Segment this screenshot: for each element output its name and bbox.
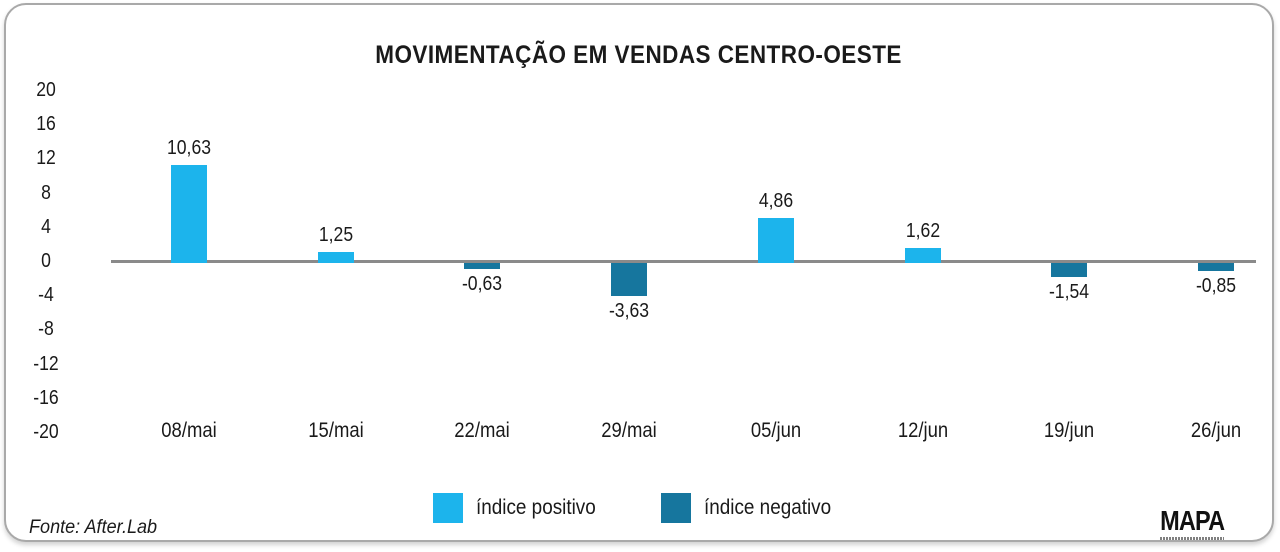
value-label: 10,63	[166, 137, 212, 160]
x-tick-label: 15/mai	[307, 419, 364, 442]
legend: índice positivo índice negativo	[6, 493, 1272, 523]
chart-title-text: MOVIMENTAÇÃO EM VENDAS CENTRO-OESTE	[375, 41, 903, 69]
legend-item-negative: índice negativo	[660, 493, 845, 523]
y-tick-label: 16	[36, 113, 56, 136]
legend-item-positive: índice positivo	[432, 493, 609, 523]
y-tick-label: -8	[38, 318, 54, 341]
x-tick-label: 12/jun	[897, 419, 948, 442]
x-tick-label: 22/mai	[454, 419, 511, 442]
plot-area: 20 16 12 8 4 0 -4 -8 -12 -16 -20 10,63 1,25 -0,63 -3,…	[6, 5, 1280, 465]
brand-name: MAPA	[1159, 505, 1225, 536]
legend-label: índice positivo	[475, 496, 596, 519]
chart-card: MOVIMENTAÇÃO EM VENDAS CENTRO-OESTE 20 16…	[4, 3, 1274, 542]
bar-15/mai	[317, 251, 354, 263]
source-note: Fonte: After.Lab	[29, 517, 158, 538]
x-tick-label: 19/jun	[1044, 419, 1095, 442]
x-tick-label: 05/jun	[750, 419, 801, 442]
bar-08/mai	[171, 165, 207, 263]
value-label: 4,86	[758, 190, 793, 213]
value-label: -1,54	[1049, 281, 1090, 304]
y-tick-label: -12	[33, 352, 59, 375]
bar-12/jun	[904, 248, 941, 263]
x-axis-line	[111, 260, 1256, 263]
y-tick-label: 12	[36, 147, 56, 170]
x-tick-label: 26/jun	[1190, 419, 1242, 442]
legend-swatch-negative	[660, 493, 691, 523]
brand-tagline-microtext	[1159, 537, 1224, 540]
y-tick-label: -20	[33, 421, 59, 443]
value-label: -0,85	[1195, 274, 1236, 297]
bar-26/jun	[1197, 263, 1234, 271]
x-tick-label: 29/mai	[601, 419, 657, 442]
chart-title: MOVIMENTAÇÃO EM VENDAS CENTRO-OESTE	[6, 41, 1272, 70]
bar-22/mai	[464, 263, 501, 269]
value-label: 1,25	[318, 223, 353, 246]
value-label: -0,63	[462, 272, 503, 295]
legend-label: índice negativo	[703, 496, 832, 519]
brand-logo: MAPA	[1154, 507, 1230, 540]
y-tick-label: 20	[36, 79, 56, 101]
y-tick-label: -16	[33, 386, 59, 409]
legend-swatch-positive	[432, 493, 463, 523]
y-tick-label: 8	[41, 181, 51, 204]
y-tick-label: -4	[38, 284, 54, 307]
bar-29/mai	[611, 263, 648, 297]
bar-19/jun	[1051, 263, 1088, 278]
x-tick-label: 08/mai	[161, 419, 217, 442]
y-tick-label: 0	[41, 250, 51, 272]
value-label: 1,62	[905, 220, 940, 243]
value-label: -3,63	[609, 300, 650, 323]
bar-05/jun	[757, 218, 794, 263]
y-tick-label: 4	[41, 215, 51, 238]
